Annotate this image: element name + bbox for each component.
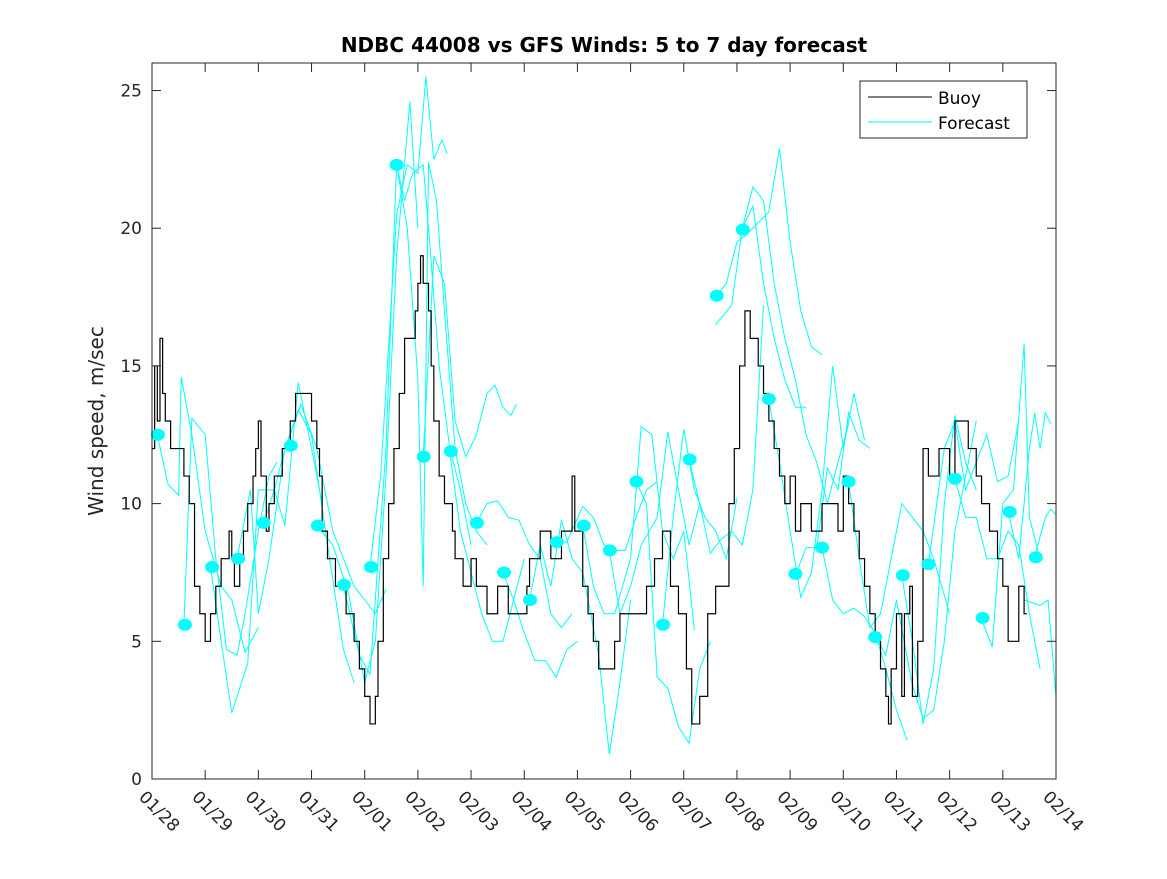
forecast-point (231, 552, 246, 565)
buoy-series-line (152, 255, 1027, 725)
forecast-point (868, 631, 883, 644)
forecast-point (761, 392, 776, 405)
forecast-point (735, 223, 750, 236)
forecast-series-line (529, 520, 632, 755)
y-tick-label: 5 (131, 632, 142, 652)
forecast-point (1002, 505, 1017, 518)
forecast-point (150, 428, 165, 441)
forecast-series-line (794, 410, 871, 576)
forecast-point (336, 578, 351, 591)
legend-box (859, 80, 1028, 139)
x-tick-label: 01/28 (134, 787, 183, 836)
forecast-point (283, 439, 298, 452)
legend-buoy-label: Buoy (938, 89, 981, 109)
y-tick-label: 15 (120, 357, 142, 377)
forecast-series-line (741, 204, 807, 408)
forecast-point (656, 618, 671, 631)
x-tick-label: 02/14 (1038, 787, 1087, 836)
forecast-point (177, 618, 192, 631)
plot-area (152, 63, 1056, 779)
y-axis-label: Wind speed, m/sec (84, 326, 108, 516)
forecast-series-line (901, 415, 977, 725)
forecast-point (788, 567, 803, 580)
forecast-series-line (688, 305, 765, 555)
x-tick-label: 02/02 (400, 787, 449, 836)
x-tick-label: 01/29 (188, 787, 237, 836)
forecast-markers (150, 158, 1043, 644)
x-tick-label: 01/31 (294, 787, 343, 836)
x-tick-label: 02/09 (773, 787, 822, 836)
forecast-point (389, 158, 404, 171)
forecast-point (576, 519, 591, 532)
y-tick-label: 0 (131, 770, 142, 790)
forecast-point (497, 566, 512, 579)
forecast-series-line (635, 481, 711, 745)
x-tick-label: 01/30 (241, 787, 290, 836)
forecast-point (469, 516, 484, 529)
forecast-series-line (449, 451, 525, 642)
plot-background (152, 63, 1056, 779)
forecast-point (256, 516, 271, 529)
forecast-series-line (981, 343, 1041, 647)
forecast-point (895, 569, 910, 582)
forecast-point (416, 450, 431, 463)
forecast-point (310, 519, 325, 532)
forecast-point (975, 611, 990, 624)
forecast-series-line (183, 416, 278, 656)
buoy-line (152, 255, 1027, 725)
forecast-point (921, 558, 936, 571)
forecast-series-line (475, 500, 573, 629)
forecast-series-line (263, 408, 355, 683)
forecast-series-line (316, 101, 419, 683)
forecast-point (1028, 551, 1043, 564)
y-tick-label: 20 (120, 219, 142, 239)
forecast-point (602, 544, 617, 557)
x-tick-label: 02/10 (826, 787, 875, 836)
forecast-point (549, 536, 564, 549)
forecast-point (629, 475, 644, 488)
forecast-point (523, 594, 538, 606)
legend: Buoy Forecast (859, 80, 1028, 139)
x-tick-label: 02/06 (613, 787, 662, 836)
forecast-series-line (422, 255, 517, 459)
forecast-point (443, 445, 458, 458)
x-tick-label: 02/01 (347, 787, 396, 836)
forecast-series-line (1034, 508, 1056, 557)
x-tick-label: 02/11 (879, 787, 928, 836)
x-tick-label: 02/07 (666, 787, 715, 836)
x-tick-label: 02/13 (985, 787, 1034, 836)
forecast-point (947, 472, 962, 485)
x-tick-label: 02/05 (560, 787, 609, 836)
x-tick-label: 02/12 (932, 787, 981, 836)
forecast-series-line (1007, 411, 1052, 559)
forecast-series-line (396, 162, 488, 587)
y-tick-label: 10 (120, 495, 142, 515)
forecast-series-line (502, 572, 578, 679)
forecast-series-line (608, 431, 701, 616)
forecast-series-line (582, 425, 695, 631)
forecast-series-line (156, 376, 259, 654)
forecast-point (815, 541, 830, 554)
forecast-series-line (369, 76, 448, 568)
forecast-point (205, 560, 220, 573)
forecast-series-line (874, 420, 977, 720)
x-tick-label: 02/08 (719, 787, 768, 836)
forecast-point (364, 560, 379, 573)
forecast-series-line (1023, 599, 1056, 697)
x-tick-label: 02/03 (454, 787, 503, 836)
forecast-lines (156, 76, 1056, 755)
legend-forecast-label: Forecast (938, 114, 1010, 134)
forecast-point (709, 289, 724, 302)
forecast-series-line (821, 547, 908, 741)
axes-box (151, 62, 1057, 780)
forecast-series-line (848, 481, 951, 629)
chart-title: NDBC 44008 vs GFS Winds: 5 to 7 day fore… (341, 33, 868, 57)
forecast-series-line (715, 148, 823, 356)
forecast-point (682, 453, 697, 466)
forecast-point (841, 475, 856, 488)
x-tick-label: 02/04 (507, 787, 556, 836)
y-tick-label: 25 (120, 82, 142, 102)
